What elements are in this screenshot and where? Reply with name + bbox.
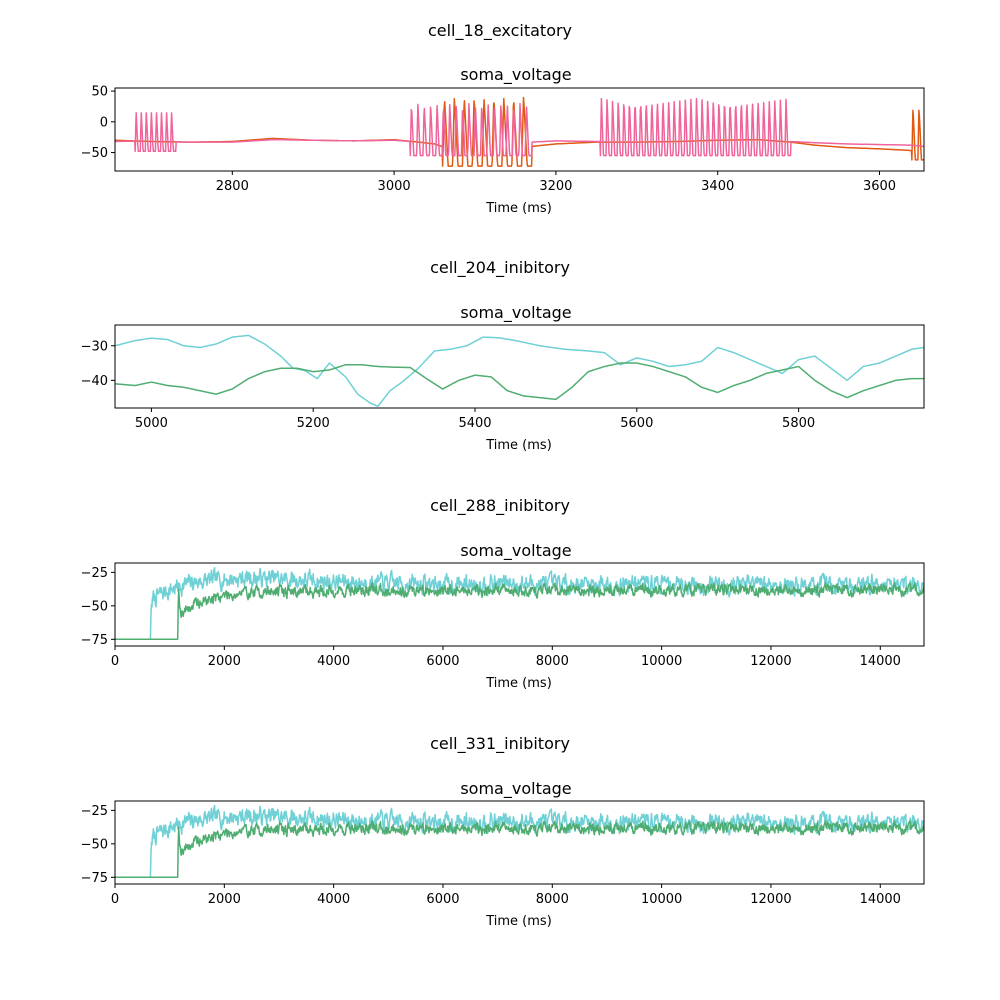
x-tick-label: 2800 bbox=[216, 179, 249, 194]
axes-frame bbox=[114, 87, 925, 172]
series-line-1 bbox=[115, 819, 924, 879]
axes-frame bbox=[114, 800, 925, 885]
axes-cell-288: 0 2000 4000 6000 8000 10000 12000 14000 −25 −50 −7… bbox=[81, 562, 925, 669]
x-axis-label: Time (ms) bbox=[485, 914, 552, 929]
y-tick-label: −30 bbox=[81, 339, 108, 354]
x-axis-label: Time (ms) bbox=[485, 676, 552, 691]
y-tick-label: −25 bbox=[81, 804, 108, 819]
plot-area bbox=[115, 334, 924, 408]
series-line-0 bbox=[115, 96, 924, 167]
x-tick-label: 5600 bbox=[620, 416, 653, 431]
plot-area bbox=[115, 566, 924, 641]
y-tick-label: −50 bbox=[81, 599, 108, 614]
x-tick-label: 5200 bbox=[297, 416, 330, 431]
y-tick-label: 50 bbox=[91, 85, 108, 100]
x-tick-label: 12000 bbox=[750, 654, 791, 669]
x-tick-label: 2000 bbox=[208, 892, 241, 907]
plot-area bbox=[115, 96, 924, 167]
y-tick-label: −75 bbox=[81, 871, 108, 886]
x-tick-label: 5000 bbox=[135, 416, 168, 431]
x-tick-label: 5800 bbox=[782, 416, 815, 431]
y-tick-label: −40 bbox=[81, 374, 108, 389]
x-tick-label: 4000 bbox=[317, 892, 350, 907]
x-tick-label: 10000 bbox=[641, 892, 682, 907]
axes-cell-204: 5000 5200 5400 5600 5800 −30 −40 bbox=[81, 324, 925, 431]
x-tick-label: 2000 bbox=[208, 654, 241, 669]
x-tick-label: 6000 bbox=[426, 892, 459, 907]
panel-cell-204: cell_204_inibitory soma_voltage 5000 5200… bbox=[81, 258, 925, 453]
x-tick-label: 8000 bbox=[536, 654, 569, 669]
y-tick-label: −25 bbox=[81, 566, 108, 581]
panel-cell-18: cell_18_excitatory soma_voltage 2800 3000… bbox=[81, 21, 925, 216]
x-tick-label: 3400 bbox=[701, 179, 734, 194]
x-tick-label: 14000 bbox=[860, 654, 901, 669]
y-tick-label: −50 bbox=[81, 146, 108, 161]
series-line-1 bbox=[115, 581, 924, 641]
panel-cell-288: cell_288_inibitory soma_voltage 0 2000 400… bbox=[81, 496, 925, 691]
y-tick-label: 0 bbox=[100, 115, 108, 130]
series-line-0 bbox=[115, 334, 924, 408]
x-tick-label: 14000 bbox=[860, 892, 901, 907]
y-tick-label: −75 bbox=[81, 633, 108, 648]
axes-cell-18: 2800 3000 3200 3400 3600 −50 0 50 bbox=[81, 85, 925, 194]
axes-title: soma_voltage bbox=[460, 65, 571, 85]
panel-cell-331: cell_331_inibitory soma_voltage 0 2000 400… bbox=[81, 734, 925, 929]
series-line-1 bbox=[115, 97, 924, 157]
x-tick-label: 3600 bbox=[863, 179, 896, 194]
axes-cell-331: 0 2000 4000 6000 8000 10000 12000 14000 −25 −50 −7… bbox=[81, 800, 925, 907]
axes-frame bbox=[114, 324, 925, 409]
x-axis-label: Time (ms) bbox=[485, 438, 552, 453]
x-tick-label: 8000 bbox=[536, 892, 569, 907]
panel-suptitle: cell_331_inibitory bbox=[430, 734, 570, 754]
x-tick-label: 3000 bbox=[378, 179, 411, 194]
x-axis-label: Time (ms) bbox=[485, 201, 552, 216]
plot-area bbox=[115, 804, 924, 879]
x-tick-label: 6000 bbox=[426, 654, 459, 669]
x-tick-label: 12000 bbox=[750, 892, 791, 907]
x-tick-label: 0 bbox=[111, 892, 119, 907]
axes-title: soma_voltage bbox=[460, 541, 571, 561]
y-tick-label: −50 bbox=[81, 837, 108, 852]
x-tick-label: 10000 bbox=[641, 654, 682, 669]
x-tick-label: 5400 bbox=[458, 416, 491, 431]
axes-title: soma_voltage bbox=[460, 779, 571, 799]
panel-suptitle: cell_288_inibitory bbox=[430, 496, 570, 516]
panel-suptitle: cell_204_inibitory bbox=[430, 258, 570, 278]
x-tick-label: 3200 bbox=[539, 179, 572, 194]
x-tick-label: 0 bbox=[111, 654, 119, 669]
panel-suptitle: cell_18_excitatory bbox=[428, 21, 572, 41]
series-line-1 bbox=[115, 362, 924, 401]
axes-title: soma_voltage bbox=[460, 303, 571, 323]
axes-frame bbox=[114, 562, 925, 647]
x-tick-label: 4000 bbox=[317, 654, 350, 669]
